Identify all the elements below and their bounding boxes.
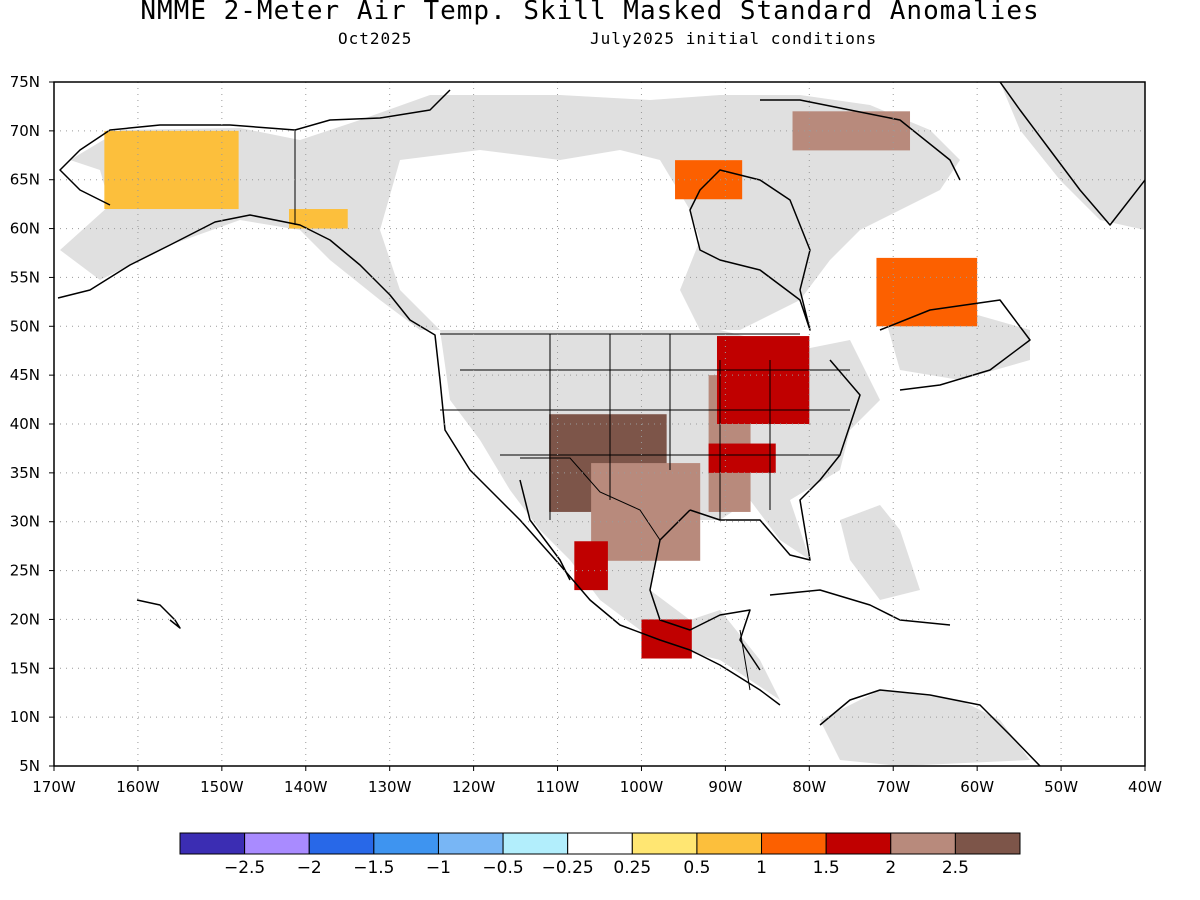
colorbar-swatch xyxy=(825,832,892,855)
colorbar-label: 2.5 xyxy=(942,858,969,878)
anomaly-region-alaska-south xyxy=(288,209,348,229)
lat-tick-label: 60N xyxy=(10,220,40,238)
colorbar-label: −2 xyxy=(297,858,322,878)
anomaly-region-alaska-west xyxy=(104,130,239,210)
map-title: NMME 2-Meter Air Temp. Skill Masked Stan… xyxy=(140,0,1040,26)
anomaly-region-texas-mexico xyxy=(591,463,701,561)
coastline-layer xyxy=(57,82,1145,766)
colorbar-label: 2 xyxy=(885,858,896,878)
anomaly-shading-layer xyxy=(104,111,978,659)
lat-tick-label: 10N xyxy=(10,708,40,726)
colorbar-label: −1 xyxy=(426,858,451,878)
lon-tick-label: 40W xyxy=(1128,778,1162,796)
lat-tick-label: 15N xyxy=(10,659,40,677)
lon-tick-label: 140W xyxy=(284,778,328,796)
longitude-axis-labels: 170W 160W 150W 140W 130W 120W 110W 100W 90W 80W 70… xyxy=(32,766,1162,796)
lat-tick-label: 75N xyxy=(10,73,40,91)
colorbar-label: 1 xyxy=(756,858,767,878)
lat-tick-label: 35N xyxy=(10,464,40,482)
colorbar-swatch xyxy=(502,832,569,855)
lat-tick-label: 50N xyxy=(10,317,40,335)
colorbar-label: −0.5 xyxy=(482,858,523,878)
anomaly-region-tennessee xyxy=(708,443,776,473)
colorbar: −2.5 −2 −1.5 −1 −0.5 −0.25 0.25 0.5 1 1.5 2 2.5 xyxy=(179,832,1021,878)
lat-tick-label: 5N xyxy=(19,757,40,775)
anomaly-region-mexico-west xyxy=(574,541,608,591)
lon-tick-label: 120W xyxy=(452,778,496,796)
lat-tick-label: 30N xyxy=(10,513,40,531)
lon-tick-label: 60W xyxy=(960,778,994,796)
lon-tick-label: 170W xyxy=(32,778,76,796)
lon-tick-label: 150W xyxy=(200,778,244,796)
colorbar-swatch xyxy=(373,832,439,855)
colorbar-swatch xyxy=(696,832,763,855)
anomaly-region-southern-mexico xyxy=(641,619,692,659)
colorbar-swatch xyxy=(954,832,1021,855)
colorbar-label: 0.5 xyxy=(683,858,710,878)
valid-month-label: Oct2025 xyxy=(338,29,413,48)
colorbar-swatch xyxy=(308,832,375,855)
colorbar-swatch xyxy=(631,832,698,855)
lat-tick-label: 45N xyxy=(10,366,40,384)
colorbar-swatch xyxy=(437,832,504,855)
colorbar-swatch xyxy=(761,832,827,855)
lon-tick-label: 100W xyxy=(620,778,664,796)
colorbar-label: −2.5 xyxy=(224,858,265,878)
initial-conditions-label: July2025 initial conditions xyxy=(590,29,878,48)
colorbar-label: −1.5 xyxy=(353,858,394,878)
anomaly-region-labrador xyxy=(876,257,978,327)
colorbar-label: 0.25 xyxy=(613,858,651,878)
lat-tick-label: 20N xyxy=(10,610,40,628)
colorbar-swatch xyxy=(179,832,246,855)
political-boundaries-layer xyxy=(294,130,850,691)
anomaly-region-great-lakes xyxy=(716,336,810,424)
lat-lon-grid xyxy=(53,81,1146,767)
lat-tick-label: 65N xyxy=(10,171,40,189)
lon-tick-label: 80W xyxy=(792,778,826,796)
colorbar-swatch xyxy=(890,832,956,855)
lon-tick-label: 110W xyxy=(536,778,580,796)
lat-tick-label: 40N xyxy=(10,415,40,433)
colorbar-swatch xyxy=(244,832,310,855)
lon-tick-label: 90W xyxy=(708,778,742,796)
colorbar-label: 1.5 xyxy=(813,858,840,878)
colorbar-label: −0.25 xyxy=(542,858,594,878)
colorbar-swatch xyxy=(567,832,633,855)
lon-tick-label: 50W xyxy=(1044,778,1078,796)
lat-tick-label: 55N xyxy=(10,268,40,286)
latitude-axis-labels: 5N 10N 15N 20N 25N 30N 35N 40N 45N 50N 55N 60N 65N 70… xyxy=(10,73,54,775)
lon-tick-label: 70W xyxy=(876,778,910,796)
lon-tick-label: 130W xyxy=(368,778,412,796)
lat-tick-label: 25N xyxy=(10,562,40,580)
lat-tick-label: 70N xyxy=(10,122,40,140)
lon-tick-label: 160W xyxy=(116,778,160,796)
